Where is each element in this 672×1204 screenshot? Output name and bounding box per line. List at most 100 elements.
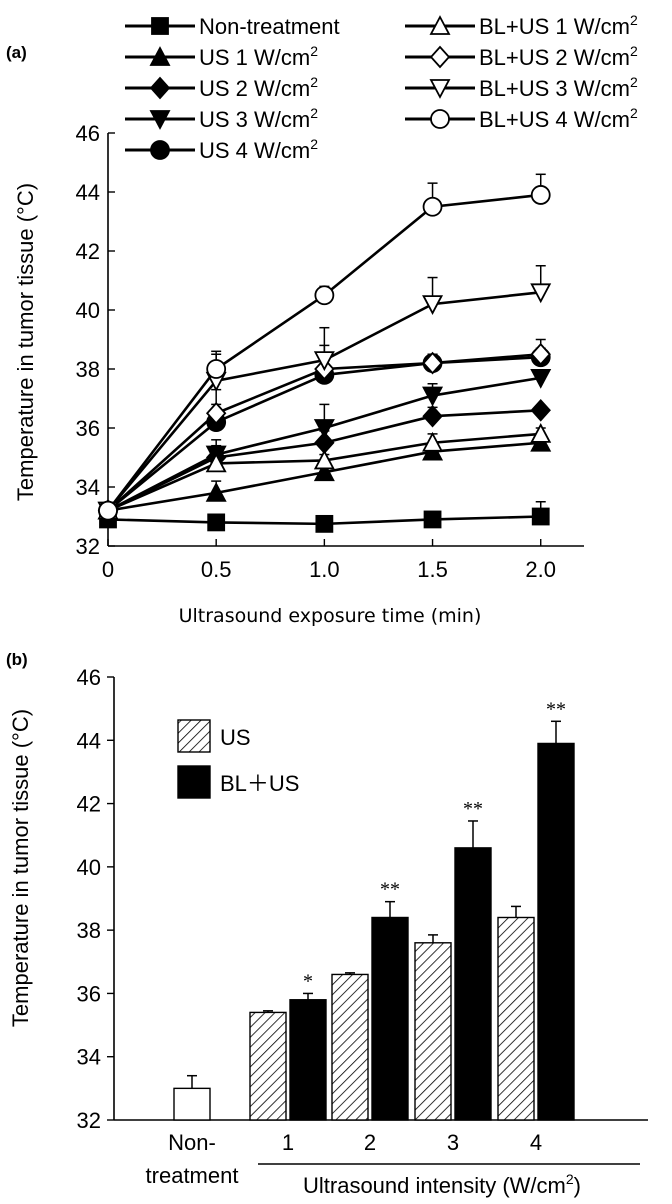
panel-a-data-point bbox=[205, 401, 227, 425]
panel-b-bar-bl-us bbox=[371, 900, 409, 1121]
panel-a-legend-item: BL+US 1 W/cm2 bbox=[405, 12, 638, 39]
panel-b-bar-rect bbox=[414, 942, 452, 1121]
panel-a-data-point bbox=[422, 196, 443, 217]
panel-a-legend-item: BL+US 3 W/cm2 bbox=[405, 74, 638, 101]
panel-a-y-tick-label: 42 bbox=[76, 239, 100, 264]
panel-b-bar-rect bbox=[497, 916, 535, 1121]
panel-b-bar-bl-us bbox=[289, 992, 327, 1121]
panel-a-legend-label: US 1 W/cm2 bbox=[199, 43, 318, 70]
panel-b-category-label: 1 bbox=[282, 1130, 294, 1155]
panel-b-bar-rect bbox=[371, 916, 409, 1121]
panel-b-bar-bl-us bbox=[537, 720, 575, 1121]
panel-a-legend-label: BL+US 2 W/cm2 bbox=[479, 43, 638, 70]
panel-a-label: (a) bbox=[6, 43, 27, 62]
panel-b-control-label-line2: treatment bbox=[146, 1163, 239, 1188]
panel-b-bars: * 1 ** 2 ** 3 ** 4 bbox=[173, 698, 575, 1155]
panel-b-control-bar bbox=[173, 1074, 211, 1121]
panel-a-legend: Non-treatment US 1 W/cm2 US 2 W/cm2 US 3 W/… bbox=[125, 12, 638, 163]
panel-a-legend-label: BL+US 4 W/cm2 bbox=[479, 105, 638, 132]
panel-b-bar-rect bbox=[454, 847, 492, 1121]
panel-a-data-point bbox=[313, 461, 335, 482]
panel-a-axes: 32 34 36 38 40 42 44 46 0 0.5 1.0 1.5 2.0 bbox=[76, 121, 584, 582]
panel-a-legend-marker bbox=[149, 76, 171, 100]
panel-b-legend: US BL＋US bbox=[177, 719, 299, 799]
panel-a-legend-marker bbox=[430, 109, 450, 129]
panel-a-legend-label: US 2 W/cm2 bbox=[199, 74, 318, 101]
panel-a-series bbox=[97, 173, 552, 533]
panel-b-x-axis-label-sup: 2 bbox=[566, 1171, 574, 1187]
panel-a-data-point bbox=[422, 404, 443, 428]
panel-a-legend-label: US 4 W/cm2 bbox=[199, 136, 318, 163]
panel-a-data-point bbox=[531, 507, 550, 526]
panel-b-y-tick-label: 34 bbox=[77, 1045, 101, 1070]
panel-b-control-label-line1: Non- bbox=[168, 1130, 216, 1155]
panel-a-legend-marker bbox=[151, 17, 169, 35]
panel-a-y-axis-label: Temperature in tumor tissue (°C) bbox=[13, 183, 38, 501]
panel-a-y-tick-label: 32 bbox=[76, 534, 100, 559]
panel-b-legend-label: BL＋US bbox=[220, 771, 299, 796]
panel-a-legend-label: BL+US 3 W/cm2 bbox=[479, 74, 638, 101]
panel-b-y-tick-label: 40 bbox=[77, 855, 101, 880]
panel-b-bar-us bbox=[331, 972, 369, 1121]
panel-a-legend-marker bbox=[429, 45, 451, 69]
panel-a-data-point bbox=[313, 449, 335, 470]
panel-a-data-point bbox=[530, 368, 552, 389]
panel-a-legend-marker bbox=[149, 46, 171, 66]
panel-b-bar-bl-us bbox=[454, 820, 492, 1121]
panel-b-bar-rect bbox=[331, 973, 369, 1121]
panel-b-legend-item: BL＋US bbox=[177, 765, 299, 799]
panel-a-data-point bbox=[530, 422, 552, 443]
panel-a-data-point bbox=[98, 500, 118, 521]
panel-a-data-point bbox=[422, 431, 444, 452]
panel-a-x-tick-label: 0 bbox=[102, 557, 114, 582]
panel-a-y-tick-label: 44 bbox=[76, 180, 100, 205]
panel-b-y-tick-label: 42 bbox=[77, 792, 101, 817]
panel-a-y-tick-label: 36 bbox=[76, 416, 100, 441]
panel-a-data-point bbox=[422, 386, 444, 407]
panel-b-significance-mark: * bbox=[303, 970, 313, 992]
panel-b-y-tick-label: 32 bbox=[77, 1108, 101, 1133]
panel-a-data-point bbox=[207, 513, 226, 532]
panel-a-data-point bbox=[205, 481, 227, 502]
panel-a-series-1 bbox=[99, 501, 550, 533]
panel-a-legend-item: US 2 W/cm2 bbox=[125, 74, 318, 101]
panel-b-bar-us bbox=[414, 934, 452, 1121]
panel-a-legend-label: BL+US 1 W/cm2 bbox=[479, 12, 638, 39]
panel-a-data-point bbox=[530, 283, 552, 304]
panel-a-data-point bbox=[423, 510, 442, 529]
panel-b-legend-swatch bbox=[177, 765, 211, 799]
panel-a-legend-marker bbox=[149, 110, 171, 130]
panel-a-series-9 bbox=[98, 173, 551, 521]
panel-b-bar-us bbox=[249, 1010, 287, 1121]
panel-b-legend-swatch bbox=[177, 719, 211, 753]
panel-a-data-point bbox=[206, 359, 227, 379]
panel-a-y-tick-label: 46 bbox=[76, 121, 100, 146]
panel-a-legend-item: BL+US 4 W/cm2 bbox=[405, 105, 638, 132]
panel-a-legend-item: BL+US 2 W/cm2 bbox=[405, 43, 638, 70]
panel-a-y-tick-label: 38 bbox=[76, 357, 100, 382]
panel-a-data-point bbox=[205, 452, 227, 473]
panel-b-category-label: 2 bbox=[364, 1130, 376, 1155]
panel-a-data-point bbox=[422, 295, 444, 316]
panel-a-legend-item: US 4 W/cm2 bbox=[125, 136, 318, 163]
panel-b-label: (b) bbox=[6, 650, 28, 669]
panel-b-y-tick-label: 36 bbox=[77, 981, 101, 1006]
panel-a-data-point bbox=[422, 351, 443, 375]
panel-a-data-point bbox=[530, 185, 551, 205]
panel-a-legend-item: US 1 W/cm2 bbox=[125, 43, 318, 70]
panel-a-data-point bbox=[313, 419, 335, 439]
panel-b-y-tick-label: 46 bbox=[77, 665, 101, 690]
panel-b-bar-rect bbox=[537, 742, 575, 1121]
panel-b-bar-rect bbox=[173, 1087, 211, 1121]
panel-b-legend-label: US bbox=[220, 725, 251, 750]
panel-b-x-axis-label-main: Ultrasound intensity (W/cm bbox=[303, 1173, 566, 1198]
panel-b-legend-item: US bbox=[177, 719, 251, 753]
panel-b-bar-rect bbox=[289, 999, 327, 1121]
panel-a-y-tick-label: 34 bbox=[76, 475, 100, 500]
panel-b-category-label: 3 bbox=[447, 1130, 459, 1155]
panel-b-y-axis-label: Temperature in tumor tissue (°C) bbox=[8, 709, 33, 1027]
panel-a-data-point bbox=[314, 285, 335, 306]
panel-b-significance-mark: ** bbox=[380, 879, 400, 901]
panel-a-legend-label: Non-treatment bbox=[199, 14, 340, 39]
